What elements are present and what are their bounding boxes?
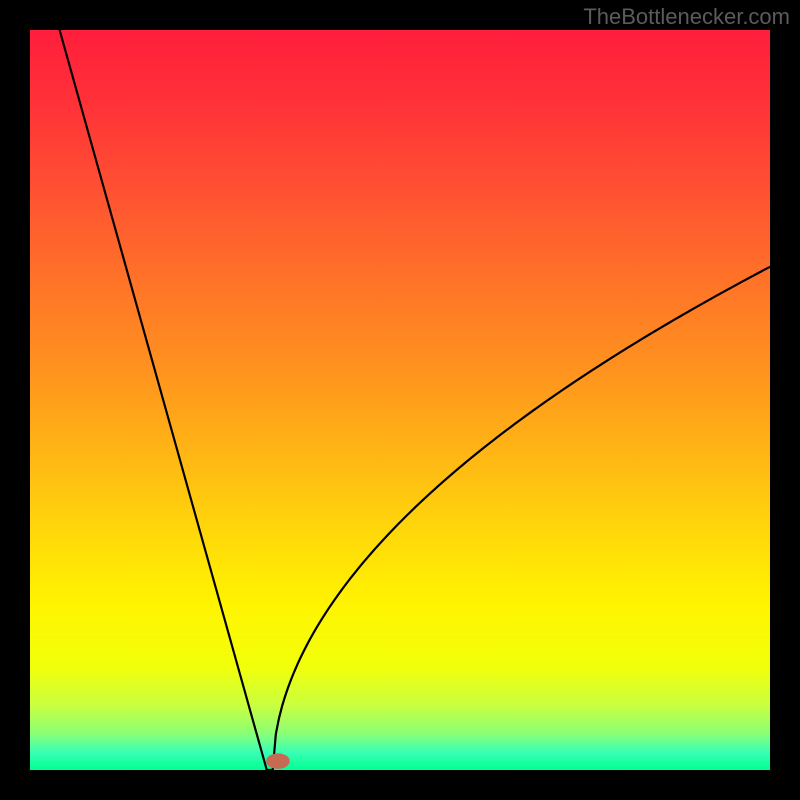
chart-stage: TheBottlenecker.com <box>0 0 800 800</box>
plot-area <box>30 30 770 770</box>
gradient-background <box>30 30 770 770</box>
optimum-marker <box>266 753 290 769</box>
bottleneck-curve-chart <box>30 30 770 770</box>
watermark-text: TheBottlenecker.com <box>583 4 790 30</box>
